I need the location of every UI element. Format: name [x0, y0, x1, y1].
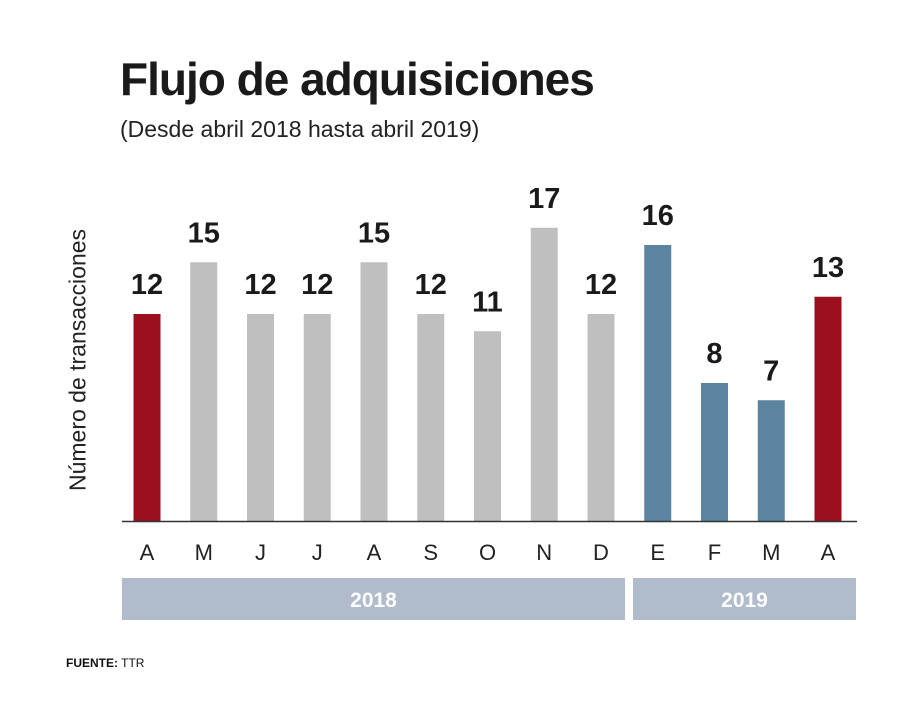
bar: [360, 262, 388, 521]
bar: [474, 331, 501, 521]
data-label: 15: [358, 217, 390, 249]
x-tick-label: A: [821, 540, 836, 565]
data-label: 11: [472, 286, 503, 318]
x-tick-label: A: [367, 540, 382, 565]
data-label: 13: [812, 252, 844, 284]
data-label: 8: [706, 338, 722, 370]
data-label: 7: [763, 355, 779, 387]
year-label: 2019: [721, 589, 768, 612]
bar: [303, 314, 331, 521]
data-label: 16: [642, 200, 674, 232]
source-value: TTR: [121, 656, 145, 670]
bar: [757, 400, 785, 521]
data-label: 17: [528, 183, 560, 215]
bar: [133, 314, 161, 521]
x-tick-label: A: [140, 540, 155, 565]
data-label: 12: [131, 269, 163, 301]
bar: [190, 262, 218, 521]
x-tick-label: J: [255, 540, 266, 565]
x-tick-label: O: [479, 540, 496, 565]
data-label: 12: [585, 269, 617, 301]
source-note: FUENTE: TTR: [66, 656, 144, 670]
chart-subtitle: (Desde abril 2018 hasta abril 2019): [120, 116, 480, 142]
x-tick-label: F: [708, 540, 721, 565]
x-tick-label: D: [593, 540, 609, 565]
bar: [417, 314, 445, 521]
bar: [701, 383, 728, 521]
source-label: FUENTE:: [66, 656, 118, 670]
x-tick-label: M: [762, 540, 780, 565]
data-label: 12: [301, 269, 333, 301]
x-tick-label: S: [423, 540, 438, 565]
x-tick-label: J: [312, 540, 323, 565]
data-label: 12: [415, 269, 447, 301]
bar: [530, 227, 558, 521]
bar: [587, 314, 615, 521]
data-label: 12: [244, 269, 276, 301]
bar: [247, 314, 274, 521]
chart-title: Flujo de adquisiciones: [120, 53, 595, 105]
year-band: [122, 578, 625, 620]
data-label: 15: [188, 217, 220, 249]
x-tick-label: N: [536, 540, 552, 565]
x-tick-label: M: [195, 540, 213, 565]
bar: [814, 296, 842, 521]
year-band: [633, 578, 856, 620]
year-label: 2018: [350, 589, 397, 612]
bar: [644, 245, 672, 521]
x-tick-label: E: [650, 540, 665, 565]
